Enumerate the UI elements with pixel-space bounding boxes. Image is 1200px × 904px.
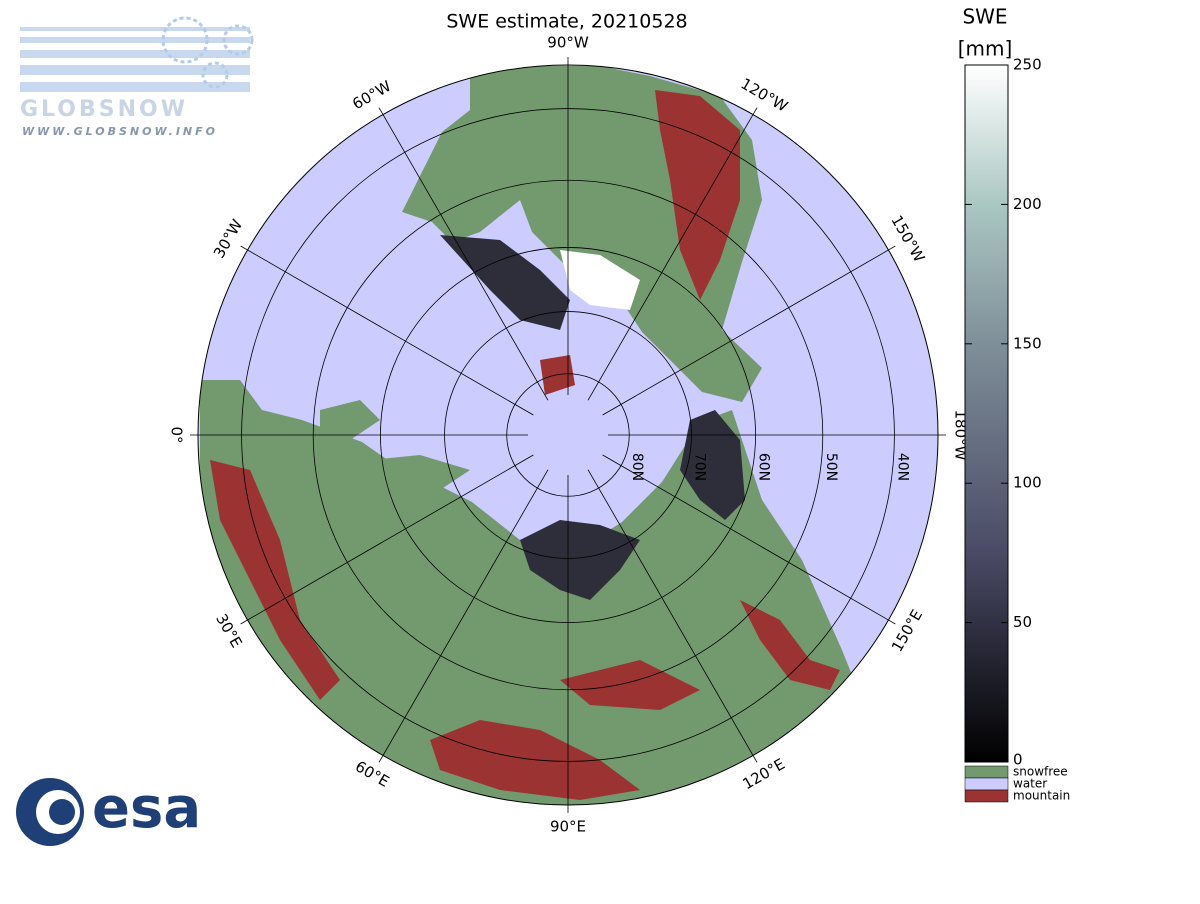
- esa-logo: esa: [16, 776, 201, 846]
- meridian-label: 150°W: [887, 212, 928, 265]
- class-swatch: [964, 789, 1009, 803]
- logo-text: GLOBSNOW: [20, 97, 188, 122]
- meridian-label: 120°E: [740, 755, 788, 793]
- meridian-label: 30°E: [212, 611, 246, 651]
- colorbar-tick-label: 250: [1013, 56, 1042, 74]
- colorbar-title: SWE: [962, 5, 1007, 29]
- colorbar-tick-label: 50: [1013, 613, 1032, 631]
- class-swatch: [964, 765, 1009, 779]
- meridian-label: 30°W: [210, 216, 246, 261]
- class-label: snowfree: [1013, 765, 1068, 779]
- colorbar-tick-label: 0: [1013, 751, 1023, 769]
- meridian-label: 90°E: [550, 818, 586, 836]
- meridian: [602, 454, 896, 625]
- globsnow-logo: GLOBSNOW WWW.GLOBSNOW.INFO: [20, 16, 254, 138]
- colorbar-unit: [mm]: [958, 37, 1013, 61]
- meridian: [587, 107, 758, 401]
- graticule: 80N 70N 60N 50N 40N90°W120°W150°W180°W150°E1…: [168, 34, 970, 836]
- meridian-label: 0°: [168, 426, 186, 443]
- map-title: SWE estimate, 20210528: [446, 11, 687, 33]
- parallel-label: 70N: [691, 453, 707, 481]
- parallel-label: 80N: [629, 453, 645, 481]
- meridian: [240, 454, 534, 625]
- colorbar-tick-label: 150: [1013, 334, 1042, 352]
- meridian: [587, 469, 758, 763]
- colorbar-tick-label: 100: [1013, 474, 1042, 492]
- class-swatch: [964, 777, 1009, 791]
- parallel-label: 60N: [756, 453, 772, 481]
- parallel-label: 50N: [823, 453, 839, 481]
- logo-url: WWW.GLOBSNOW.INFO: [22, 125, 218, 138]
- colorbar-tick-label: 200: [1013, 195, 1042, 213]
- parallel-label: 40N: [894, 453, 910, 481]
- meridian: [378, 107, 549, 401]
- meridian-label: 120°W: [738, 75, 791, 116]
- meridian: [378, 469, 549, 763]
- logo-text: esa: [92, 776, 201, 841]
- meridian: [240, 245, 534, 416]
- meridian: [602, 245, 896, 416]
- meridian-label: 90°W: [547, 34, 589, 52]
- meridian-label: 60°E: [352, 757, 392, 791]
- meridian-label: 150°E: [888, 607, 926, 655]
- colorbar: [964, 64, 1009, 763]
- class-label: water: [1013, 777, 1047, 791]
- meridian-label: 60°W: [349, 77, 394, 113]
- class-label: mountain: [1013, 789, 1070, 803]
